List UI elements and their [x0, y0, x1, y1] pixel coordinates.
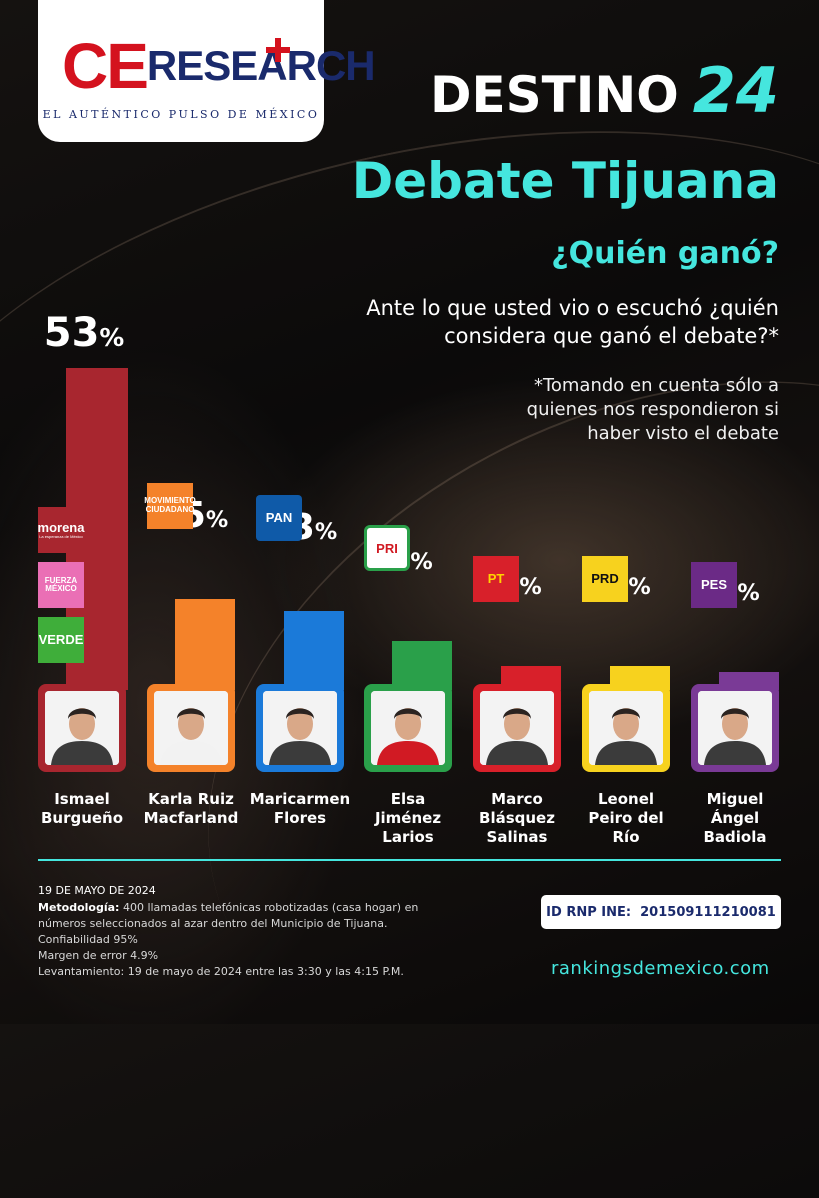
party-label: MOVIMIENTO CIUDADANO [144, 496, 196, 514]
percent-sign: % [628, 573, 651, 600]
methodology-block: Metodología: 400 llamadas telefónicas ro… [38, 900, 458, 980]
party-label: FUERZA MÉXICO [44, 575, 78, 593]
logo-ce: CE [62, 30, 149, 102]
candidate-photo [589, 691, 663, 765]
logo-research: RESEARCH [146, 42, 376, 89]
candidate-name: Leonel Peiro del Río [588, 790, 664, 846]
footer-divider [38, 859, 781, 861]
series-number: 24 [692, 54, 779, 127]
rnp-label: ID RNP INE: [546, 904, 632, 920]
candidate-photo [480, 691, 554, 765]
ce-research-logo: CERESEARCH [62, 34, 376, 98]
candidate-photo-frame [473, 684, 561, 772]
rnp-id-badge: ID RNP INE: 201509111210081 [541, 895, 781, 929]
candidate-photo [371, 691, 445, 765]
party-label: PAN [265, 510, 293, 526]
percent-sign: % [205, 506, 229, 533]
candidate-photo-frame [147, 684, 235, 772]
percent-sign: % [410, 549, 433, 576]
percent-sign: % [737, 579, 760, 606]
percent-value: 53 [43, 310, 100, 356]
candidate-photo-frame [691, 684, 779, 772]
candidate-photo [698, 691, 772, 765]
result-bar [175, 598, 235, 690]
candidate-name: Miguel Ángel Badiola [703, 790, 767, 846]
candidate-name: Karla Ruiz Macfarland [143, 790, 239, 827]
party-label: PRI [376, 540, 398, 556]
party-label: morena [37, 520, 85, 536]
candidate-name: Elsa Jiménez Larios [374, 790, 442, 846]
fieldwork-line: Levantamiento: 19 de mayo de 2024 entre … [38, 965, 404, 978]
party-logo-mc: MOVIMIENTO CIUDADANO [144, 482, 196, 529]
party-logo-verde: VERDE [38, 617, 84, 663]
methodology-text: 400 llamadas telefónicas robotizadas (ca… [38, 901, 419, 930]
candidate-name: Marco Blásquez Salinas [479, 790, 555, 846]
candidate-photo [263, 691, 337, 765]
party-logo-pan: PAN [256, 495, 302, 542]
survey-note: *Tomando en cuenta sólo a quienes nos re… [526, 375, 779, 444]
party-logo-prd: PRD [582, 555, 628, 602]
logo-tagline: EL AUTÉNTICO PULSO DE MÉXICO [42, 108, 320, 121]
website-link[interactable]: rankingsdemexico.com [551, 958, 770, 979]
survey-question: Ante lo que usted vio o escuchó ¿quién c… [366, 296, 779, 348]
page-subtitle: ¿Quién ganó? [551, 236, 779, 271]
party-label: PT [487, 570, 505, 586]
candidate-photo [154, 691, 228, 765]
plus-cross-icon [266, 38, 290, 62]
candidate-photo-frame [364, 684, 452, 772]
party-label: PRD [591, 570, 619, 586]
percent-sign: % [519, 573, 542, 600]
result-bar [392, 641, 452, 690]
candidate-photo [45, 691, 119, 765]
party-logo-pt: PT [473, 555, 519, 602]
logo-card: CERESEARCH EL AUTÉNTICO PULSO DE MÉXICO [38, 0, 376, 142]
party-logo-pes: PES [691, 561, 737, 608]
candidate-name: Maricarmen Flores [249, 790, 351, 827]
rnp-value: 201509111210081 [640, 904, 776, 920]
candidate-photo-frame [38, 684, 126, 772]
party-label: PES [700, 576, 727, 592]
page-title: Debate Tijuana [351, 152, 779, 210]
candidate-name: Ismael Burgueño [40, 790, 124, 827]
result-bar [284, 611, 344, 690]
methodology-label: Metodología: [38, 901, 120, 914]
confidence-line: Confiabilidad 95% [38, 933, 138, 946]
candidate-photo-frame [256, 684, 344, 772]
candidate-photo-frame [582, 684, 670, 772]
survey-date: 19 DE MAYO DE 2024 [38, 884, 156, 897]
series-heading: DESTINO 24 [430, 54, 779, 127]
party-logo-fuerza: FUERZA MÉXICO [38, 562, 84, 608]
party-label: VERDE [38, 632, 84, 648]
party-sub-label: La esperanza de México [39, 533, 83, 539]
percent-label: 53% [38, 310, 130, 356]
party-logo-morena: morena La esperanza de México [38, 507, 84, 553]
margin-line: Margen de error 4.9% [38, 949, 159, 962]
percent-sign: % [314, 519, 338, 546]
methodology-line: Metodología: 400 llamadas telefónicas ro… [38, 900, 458, 932]
series-label: DESTINO [429, 66, 679, 124]
party-logo-pri: PRI [364, 525, 410, 572]
percent-sign: % [99, 323, 125, 352]
